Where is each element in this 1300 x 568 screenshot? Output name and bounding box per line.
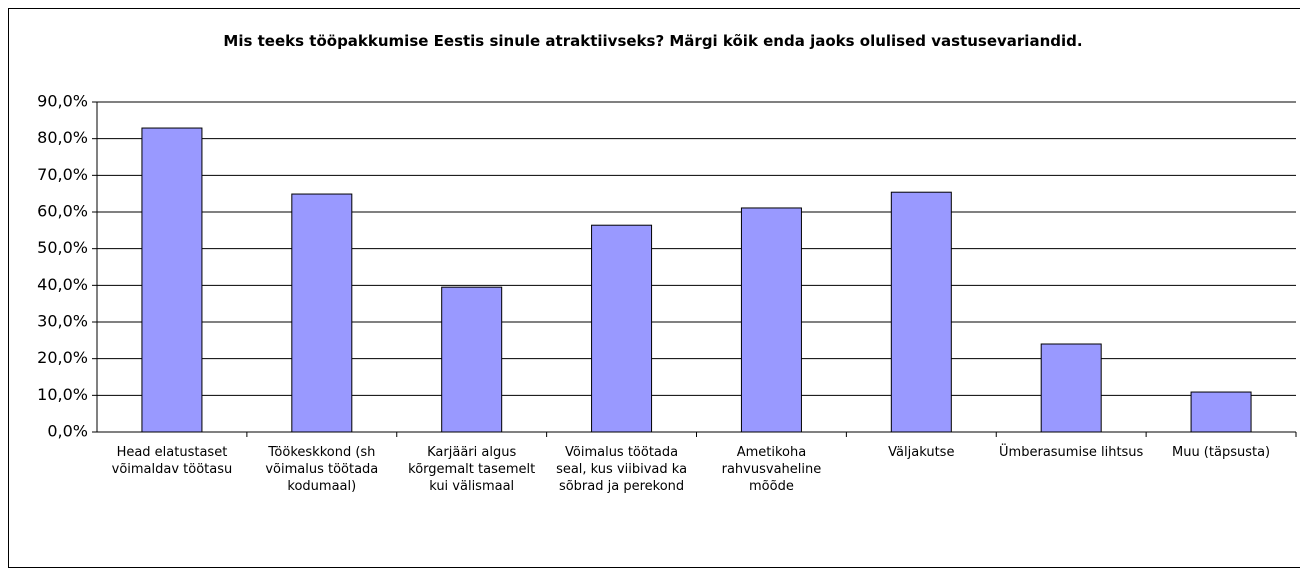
y-tick-label: 80,0% xyxy=(37,128,88,147)
bar xyxy=(1040,343,1102,433)
bar xyxy=(441,286,503,433)
y-tick-label: 90,0% xyxy=(37,92,88,111)
y-tick-label: 70,0% xyxy=(37,165,88,184)
x-tick-label: Võimalus töötada seal, kus viibivad ka s… xyxy=(556,445,688,494)
chart-title: Mis teeks tööpakkumise Eestis sinule atr… xyxy=(223,32,1083,50)
bar xyxy=(591,224,653,433)
chart: Mis teeks tööpakkumise Eestis sinule atr… xyxy=(8,8,1300,568)
bar xyxy=(291,193,353,433)
y-tick-label: 10,0% xyxy=(37,385,88,404)
x-tick-label: Ümberasumise lihtsus xyxy=(999,445,1144,460)
x-tick-label: Töökeskkond (sh võimalus töötada kodumaa… xyxy=(265,445,379,494)
bar xyxy=(740,207,802,433)
bar xyxy=(141,127,203,433)
y-tick-label: 20,0% xyxy=(37,348,88,367)
plot: 0,0% 10,0% 20,0% 30,0% 40,0% 50,0% 60,0% 70,0% 8… xyxy=(37,92,1297,441)
x-tick-label: Ametikoha rahvusvaheline mõõde xyxy=(721,445,822,494)
y-tick-label: 30,0% xyxy=(37,312,88,331)
bar xyxy=(1190,391,1252,433)
x-tick-label: Head elatustaset võimaldav töötasu xyxy=(111,445,233,477)
x-tick-label: Väljakutse xyxy=(888,445,955,460)
y-tick-label: 0,0% xyxy=(47,422,88,441)
y-tick-label: 40,0% xyxy=(37,275,88,294)
y-tick-label: 50,0% xyxy=(37,238,88,257)
bar xyxy=(890,191,952,433)
x-tick-label: Karjääri algus kõrgemalt tasemelt kui vä… xyxy=(408,445,536,494)
y-tick-label: 60,0% xyxy=(37,202,88,221)
x-tick-label: Muu (täpsusta) xyxy=(1171,445,1271,460)
